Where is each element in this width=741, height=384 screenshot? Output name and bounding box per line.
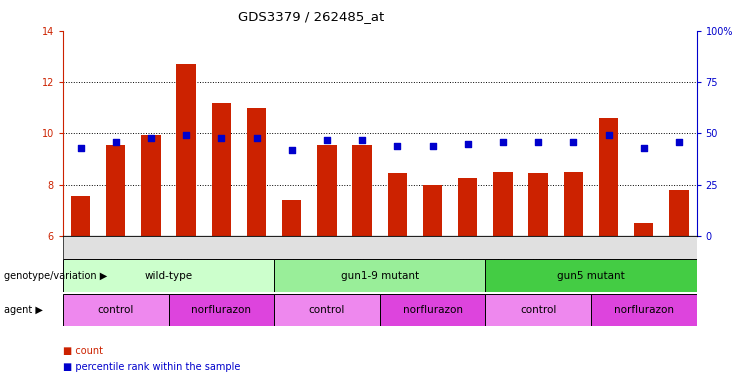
Text: control: control bbox=[98, 305, 134, 315]
Bar bbox=[423, 185, 442, 236]
Text: control: control bbox=[520, 305, 556, 315]
Point bbox=[321, 137, 333, 143]
Text: norflurazon: norflurazon bbox=[614, 305, 674, 315]
Bar bbox=[169, 294, 274, 326]
Bar bbox=[634, 223, 654, 236]
Text: ■ percentile rank within the sample: ■ percentile rank within the sample bbox=[63, 362, 240, 372]
Bar bbox=[63, 294, 169, 326]
Bar bbox=[599, 118, 618, 236]
Bar bbox=[379, 294, 485, 326]
Bar bbox=[212, 103, 231, 236]
Point bbox=[602, 132, 614, 139]
Bar bbox=[388, 173, 407, 236]
Bar bbox=[317, 145, 336, 236]
Bar bbox=[485, 294, 591, 326]
Bar bbox=[591, 294, 697, 326]
Point bbox=[180, 132, 192, 139]
Point bbox=[216, 134, 227, 141]
Text: norflurazon: norflurazon bbox=[191, 305, 251, 315]
Point bbox=[75, 145, 87, 151]
Text: ■ count: ■ count bbox=[63, 346, 103, 356]
Point bbox=[356, 137, 368, 143]
Bar bbox=[106, 145, 125, 236]
Point bbox=[568, 139, 579, 145]
Text: gun1-9 mutant: gun1-9 mutant bbox=[341, 270, 419, 281]
Point bbox=[250, 134, 262, 141]
Point bbox=[391, 143, 403, 149]
Bar bbox=[669, 190, 688, 236]
Text: norflurazon: norflurazon bbox=[402, 305, 462, 315]
Text: agent ▶: agent ▶ bbox=[4, 305, 42, 315]
Point bbox=[462, 141, 473, 147]
Point bbox=[673, 139, 685, 145]
Bar bbox=[274, 259, 485, 292]
Point bbox=[110, 139, 122, 145]
Text: gun5 mutant: gun5 mutant bbox=[557, 270, 625, 281]
Bar bbox=[564, 172, 583, 236]
Bar bbox=[142, 135, 161, 236]
Bar bbox=[353, 145, 372, 236]
Point bbox=[427, 143, 439, 149]
Text: wild-type: wild-type bbox=[144, 270, 193, 281]
Point bbox=[532, 139, 544, 145]
Text: control: control bbox=[309, 305, 345, 315]
Text: GDS3379 / 262485_at: GDS3379 / 262485_at bbox=[238, 10, 385, 23]
Point bbox=[497, 139, 509, 145]
Bar bbox=[528, 173, 548, 236]
Text: genotype/variation ▶: genotype/variation ▶ bbox=[4, 270, 107, 281]
Bar bbox=[494, 172, 513, 236]
Point bbox=[145, 134, 157, 141]
Bar bbox=[63, 259, 274, 292]
Bar bbox=[458, 179, 477, 236]
Bar bbox=[176, 64, 196, 236]
Point bbox=[638, 145, 650, 151]
Bar bbox=[282, 200, 302, 236]
Bar bbox=[71, 196, 90, 236]
Point bbox=[286, 147, 298, 153]
Bar bbox=[485, 259, 697, 292]
Bar bbox=[247, 108, 266, 236]
Bar bbox=[274, 294, 380, 326]
